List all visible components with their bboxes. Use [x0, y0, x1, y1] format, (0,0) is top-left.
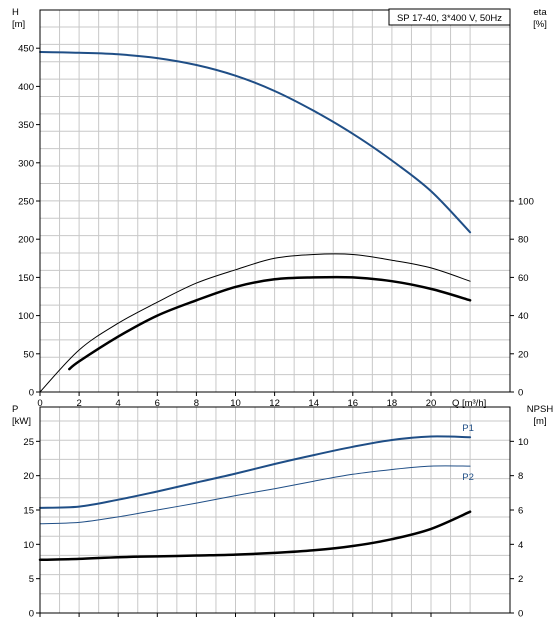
- top-right-y-tick-label: 80: [518, 235, 529, 246]
- top-right-axis-title: eta: [533, 7, 547, 18]
- bottom-left-y-tick-label: 10: [23, 540, 34, 551]
- top-curve-3: [68, 275, 472, 371]
- top-left-axis-title: H: [12, 7, 19, 18]
- bottom-left-y-tick-label: 20: [23, 471, 34, 482]
- top-right-y-tick-label: 100: [518, 197, 534, 208]
- p1-series-label: P1: [462, 423, 474, 434]
- bottom-left-axis-title: P: [12, 404, 18, 415]
- frame-layer: [36, 9, 514, 617]
- top-x-tick-label: 16: [348, 398, 359, 409]
- legend-layer: SP 17-40, 3*400 V, 50Hz: [388, 8, 511, 26]
- bottom-right-y-tick-label: 10: [518, 437, 529, 448]
- top-x-tick-label: 6: [155, 398, 160, 409]
- top-right-y-tick-label: 60: [518, 273, 529, 284]
- top-left-y-tick-label: 150: [18, 273, 34, 284]
- top-x-tick-label: 0: [37, 398, 42, 409]
- bottom-left-y-tick-label: 0: [29, 609, 34, 620]
- bottom-left-y-tick-label: 5: [29, 574, 34, 585]
- top-x-tick-label: 8: [194, 398, 199, 409]
- top-left-y-tick-label: 200: [18, 235, 34, 246]
- top-left-y-tick-label: 250: [18, 197, 34, 208]
- p2-curve: [39, 465, 471, 525]
- text-layer: 0501001502002503003504004500204060801000…: [12, 7, 553, 620]
- bottom-right-y-tick-label: 8: [518, 471, 523, 482]
- bottom-left-y-tick-label: 25: [23, 437, 34, 448]
- bottom-left-axis-unit: [kW]: [12, 416, 31, 427]
- bottom-right-y-tick-label: 0: [518, 609, 523, 620]
- top-x-tick-label: 10: [230, 398, 241, 409]
- top-x-tick-label: 20: [426, 398, 437, 409]
- bottom-left-y-tick-label: 15: [23, 506, 34, 517]
- top-left-y-tick-label: 0: [29, 388, 34, 399]
- top-x-tick-label: 18: [387, 398, 398, 409]
- top-left-axis-unit: [m]: [12, 19, 25, 30]
- pump-label-box: [388, 8, 511, 26]
- top-curve-2: [39, 253, 471, 393]
- bottom-right-y-tick-label: 2: [518, 574, 523, 585]
- bottom-right-axis-unit: [m]: [533, 416, 546, 427]
- top-left-y-tick-label: 100: [18, 311, 34, 322]
- top-right-y-tick-label: 40: [518, 311, 529, 322]
- top-left-y-tick-label: 400: [18, 82, 34, 93]
- series-layer: [38, 51, 472, 562]
- top-x-tick-label: 12: [269, 398, 280, 409]
- top-curve-1: [39, 51, 472, 234]
- bottom-right-y-tick-label: 6: [518, 506, 523, 517]
- bottom-right-y-tick-label: 4: [518, 540, 523, 551]
- top-left-y-tick-label: 50: [23, 349, 34, 360]
- top-x-tick-label: 4: [116, 398, 121, 409]
- top-left-y-tick-label: 300: [18, 158, 34, 169]
- top-x-axis-label: Q [m³/h]: [452, 398, 486, 409]
- pump-label: SP 17-40, 3*400 V, 50Hz: [397, 13, 502, 24]
- top-right-y-tick-label: 20: [518, 349, 529, 360]
- top-right-y-tick-label: 0: [518, 388, 523, 399]
- bottom-right-axis-title: NPSH: [527, 404, 554, 415]
- top-x-tick-label: 2: [76, 398, 81, 409]
- top-left-y-tick-label: 450: [18, 44, 34, 55]
- top-right-axis-unit: [%]: [533, 19, 547, 30]
- top-left-y-tick-label: 350: [18, 120, 34, 131]
- grid-layer: [40, 10, 510, 613]
- p1-curve: [39, 435, 472, 509]
- p2-series-label: P2: [462, 472, 474, 483]
- bottom-curve-3: [38, 510, 472, 562]
- top-x-tick-label: 14: [308, 398, 319, 409]
